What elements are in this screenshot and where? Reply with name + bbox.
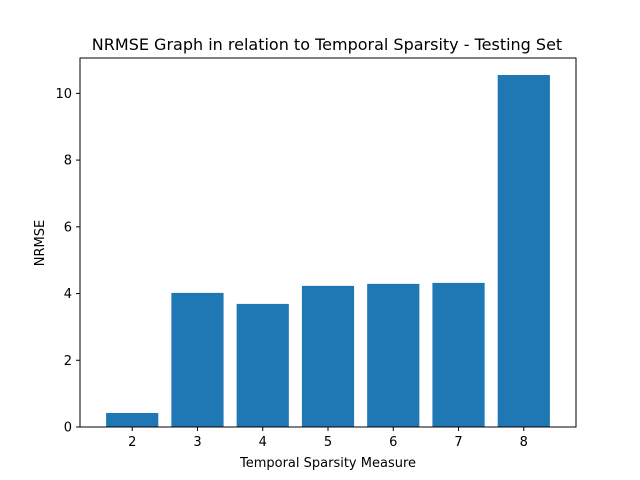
x-tick-label: 3: [193, 435, 201, 450]
x-tick-label: 2: [128, 435, 136, 450]
bar-4: [236, 303, 289, 427]
bars-group: [106, 75, 550, 427]
y-tick-label: 4: [64, 287, 72, 302]
bar-7: [432, 282, 485, 427]
x-tick-label: 5: [324, 435, 332, 450]
bar-8: [497, 75, 550, 427]
y-tick-label: 2: [64, 354, 72, 369]
plot-frame: [79, 57, 577, 428]
x-ticks-group: 2 3 4 5 6 7 8: [128, 427, 528, 450]
y-tick-label: 8: [64, 154, 72, 169]
x-axis-label: Temporal Sparsity Measure: [239, 456, 416, 471]
x-tick-label: 4: [259, 435, 267, 450]
bar-5: [301, 285, 355, 427]
bar-2: [106, 412, 159, 427]
x-tick-label: 6: [389, 435, 397, 450]
y-tick-label: 6: [64, 220, 72, 235]
x-tick-label: 7: [454, 435, 462, 450]
bar-3: [171, 292, 224, 427]
y-tick-label: 10: [55, 87, 72, 102]
bar-6: [367, 283, 420, 427]
y-axis-label: NRMSE: [33, 220, 48, 266]
y-ticks-group: 0 2 4 6 8 10: [55, 87, 80, 436]
chart-title: NRMSE Graph in relation to Temporal Spar…: [92, 35, 562, 54]
x-tick-label: 8: [520, 435, 528, 450]
y-tick-label: 0: [64, 421, 72, 436]
